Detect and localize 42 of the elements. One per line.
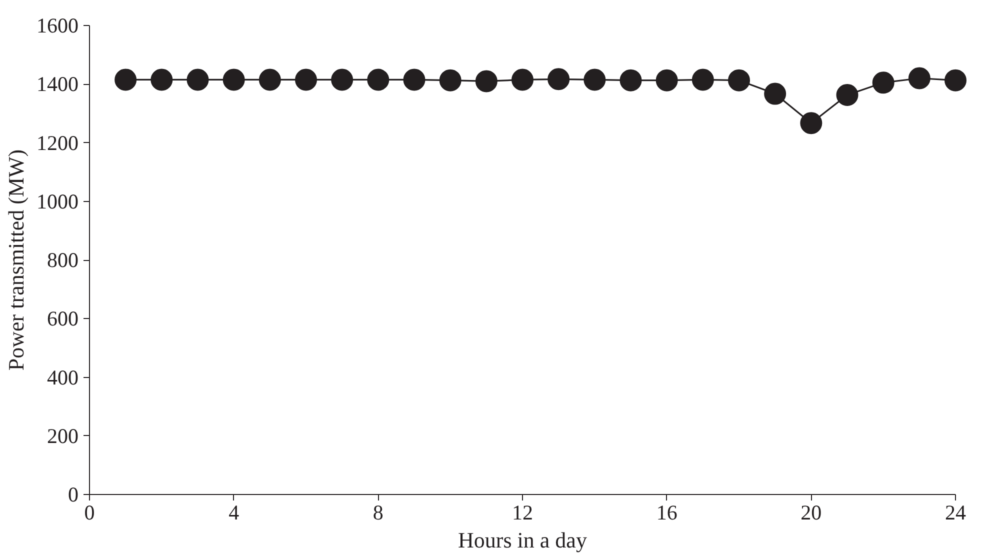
x-tick-label: 16 [656,500,678,524]
point [656,69,678,92]
x-tick-label: 12 [512,500,533,524]
y-tick-label: 1200 [36,130,78,155]
point [872,72,894,94]
point [150,68,173,91]
point [439,69,462,92]
point [548,68,570,90]
point [908,67,930,90]
point [728,69,750,92]
point [295,68,317,91]
point [692,68,714,91]
point [620,69,642,92]
y-tick-label: 1600 [36,14,78,38]
point [186,68,209,91]
y-tick-label: 0 [68,482,78,506]
x-axis-title: Hours in a day [458,528,587,552]
y-tick-label: 1000 [36,189,78,214]
point [800,112,822,134]
y-tick-label: 800 [47,248,78,272]
point [222,68,245,91]
point [114,68,137,91]
x-tick-label: 20 [800,500,822,524]
y-tick-label: 1400 [36,72,78,96]
y-tick-label: 600 [47,306,78,331]
point [836,84,858,106]
point [584,68,606,91]
point [367,68,390,91]
x-tick-label: 8 [372,500,384,524]
x-tick-label: 24 [945,500,966,524]
point [512,68,534,91]
y-tick-label: 200 [47,424,78,448]
x-tick-label: 0 [84,500,95,524]
x-tick-label: 4 [228,500,240,524]
point [944,69,966,92]
point [475,70,498,92]
y-tick-label: 400 [47,365,78,390]
point [403,68,426,91]
point [764,82,786,105]
y-axis-title: Power transmitted (MW) [4,149,28,371]
point [331,68,354,91]
point [258,68,281,91]
